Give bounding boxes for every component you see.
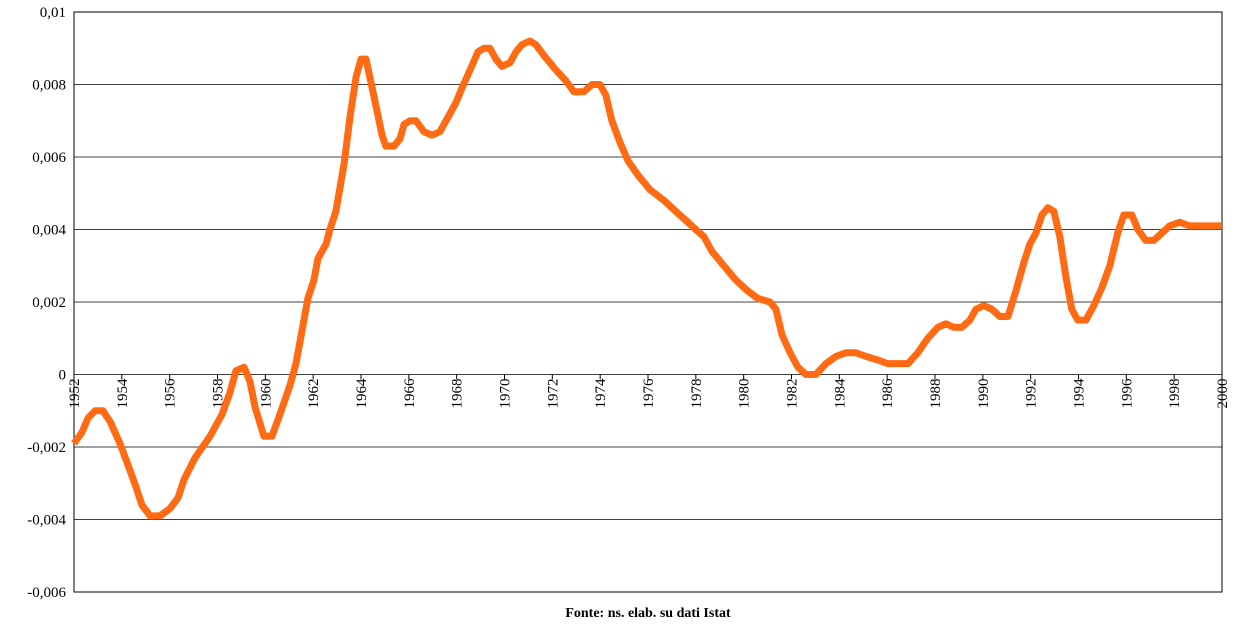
x-tick-label: 1952 xyxy=(67,379,83,409)
y-tick-label: 0,008 xyxy=(32,78,66,94)
x-tick-label: 1970 xyxy=(498,379,514,409)
x-tick-label: 1996 xyxy=(1119,378,1135,409)
data-line xyxy=(71,37,1222,520)
x-tick-label: 1968 xyxy=(450,379,466,409)
y-tick-label: 0,002 xyxy=(32,295,66,311)
x-tick-label: 1986 xyxy=(880,378,896,409)
y-tick-label: -0,006 xyxy=(27,585,66,601)
x-tick-label: 1990 xyxy=(976,379,992,409)
x-tick-label: 1966 xyxy=(402,378,418,409)
x-tick-label: 1954 xyxy=(115,378,131,409)
y-tick-label: -0,004 xyxy=(27,513,66,529)
x-tick-label: 1988 xyxy=(928,379,944,409)
y-tick-label: -0,002 xyxy=(27,440,66,456)
y-tick-label: 0 xyxy=(59,368,67,384)
x-tick-label: 2000 xyxy=(1215,379,1231,409)
y-tick-label: 0,006 xyxy=(32,150,66,166)
x-tick-label: 1960 xyxy=(258,379,274,409)
x-tick-label: 1974 xyxy=(593,378,609,409)
x-tick-label: 1972 xyxy=(545,379,561,409)
x-tick-label: 1982 xyxy=(785,379,801,409)
y-tick-label: 0,01 xyxy=(40,5,66,21)
x-tick-label: 1976 xyxy=(641,378,657,409)
x-tick-label: 1994 xyxy=(1072,378,1088,409)
x-tick-label: 1962 xyxy=(306,379,322,409)
x-tick-label: 1958 xyxy=(211,379,227,409)
x-tick-label: 1964 xyxy=(354,378,370,409)
y-tick-label: 0,004 xyxy=(32,223,66,239)
x-tick-label: 1998 xyxy=(1167,379,1183,409)
source-note: Fonte: ns. elab. su dati Istat xyxy=(565,606,731,621)
x-tick-label: 1984 xyxy=(832,378,848,409)
x-tick-label: 1978 xyxy=(689,379,705,409)
x-tick-label: 1956 xyxy=(163,378,179,409)
x-tick-label: 1980 xyxy=(737,379,753,409)
x-tick-label: 1992 xyxy=(1024,379,1040,409)
